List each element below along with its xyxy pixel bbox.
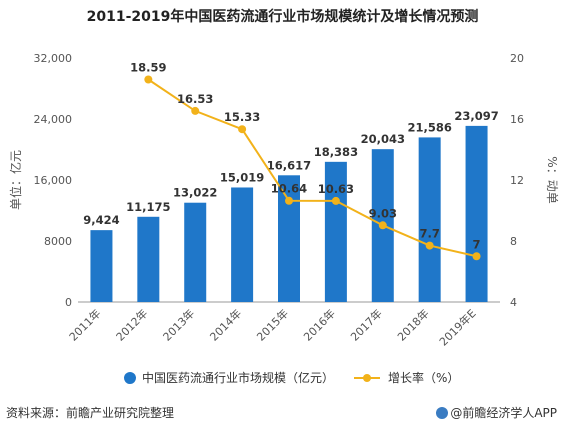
line-point	[285, 196, 293, 205]
bar	[465, 125, 488, 302]
y-tick-label: 24,000	[34, 113, 73, 126]
y2-tick-label: 8	[510, 235, 517, 248]
bar-data-label: 9,424	[83, 213, 119, 227]
line-point	[331, 196, 340, 205]
y-tick-label: 8000	[44, 235, 72, 248]
x-tick-label: 2012年	[113, 306, 150, 343]
bar	[90, 230, 113, 302]
line-data-label: 7	[473, 237, 481, 251]
brand-credit: @前瞻经济学人APP	[436, 404, 557, 421]
legend: 中国医药流通行业市场规模（亿元） 增长率（%）	[124, 370, 459, 385]
legend-line-label: 增长率（%）	[388, 370, 459, 385]
line-data-label: 9.03	[369, 206, 397, 220]
x-tick-label: 2019年E	[436, 306, 478, 348]
line-point	[191, 106, 200, 115]
brand-logo-icon	[436, 407, 449, 419]
source-note: 资料来源：前瞻产业研究院整理	[6, 406, 175, 420]
x-tick-label: 2017年	[347, 306, 384, 343]
line-point	[472, 252, 481, 261]
line-data-label: 18.59	[130, 61, 166, 75]
y-tick-label: 32,000	[34, 52, 73, 65]
bar-data-label: 18,383	[314, 145, 358, 159]
bar	[324, 161, 347, 302]
bar-data-label: 21,586	[407, 120, 451, 134]
line-data-label: 10.63	[318, 182, 354, 196]
bar	[278, 175, 300, 302]
legend-bar-swatch	[124, 372, 136, 384]
x-tick-label: 2014年	[207, 306, 244, 343]
chart: 0 8000 16,000 24,000 32,000 4 8 12 16 20 单位：亿元 %：动单…	[8, 52, 559, 385]
growth-line	[147, 78, 477, 258]
bar-data-label: 15,019	[220, 170, 264, 184]
chart-title: 2011-2019年中国医药流通行业市场规模统计及增长情况预测	[86, 9, 479, 25]
y-tick-label: 0	[65, 296, 72, 309]
bar	[184, 202, 207, 302]
x-tick-label: 2018年	[394, 306, 431, 343]
line-data-label: 16.53	[177, 92, 213, 106]
line-series: 18.59 16.53 15.33 10.64 10.63 9.03 7.7 7	[130, 61, 481, 261]
y2-tick-label: 4	[510, 296, 517, 309]
bar-data-label: 13,022	[173, 186, 217, 200]
legend-line-marker	[363, 374, 371, 382]
bar-data-label: 20,043	[361, 132, 405, 146]
line-point	[144, 75, 153, 84]
line-data-label: 7.7	[419, 227, 439, 241]
line-data-label: 10.64	[271, 182, 307, 196]
bar	[418, 137, 441, 302]
bar-data-label: 11,175	[126, 200, 170, 214]
y2-axis-title: %：动单	[545, 156, 559, 203]
line-data-label: 15.33	[224, 110, 260, 124]
legend-bar-label: 中国医药流通行业市场规模（亿元）	[142, 370, 334, 385]
brand-text: @前瞻经济学人APP	[450, 406, 557, 420]
bar	[231, 187, 254, 302]
x-tick-label: 2016年	[301, 306, 338, 343]
x-tick-label: 2015年	[254, 306, 291, 343]
y-tick-label: 16,000	[34, 174, 73, 187]
line-point	[378, 221, 387, 230]
bar-data-label: 16,617	[267, 158, 311, 172]
y-axis-title: 单位：亿元	[8, 150, 23, 210]
y2-tick-label: 12	[510, 174, 524, 187]
bar	[137, 216, 160, 302]
y2-tick-label: 20	[510, 52, 524, 65]
line-point	[238, 125, 247, 134]
line-point	[425, 241, 434, 250]
bar-series: 9,424 11,17513,02215,01916,61718,38320,04…	[83, 109, 499, 302]
x-tick-label: 2011年	[66, 306, 103, 343]
x-tick-label: 2013年	[160, 306, 197, 343]
bar-data-label: 23,097	[454, 109, 498, 123]
y2-tick-label: 16	[510, 113, 524, 126]
